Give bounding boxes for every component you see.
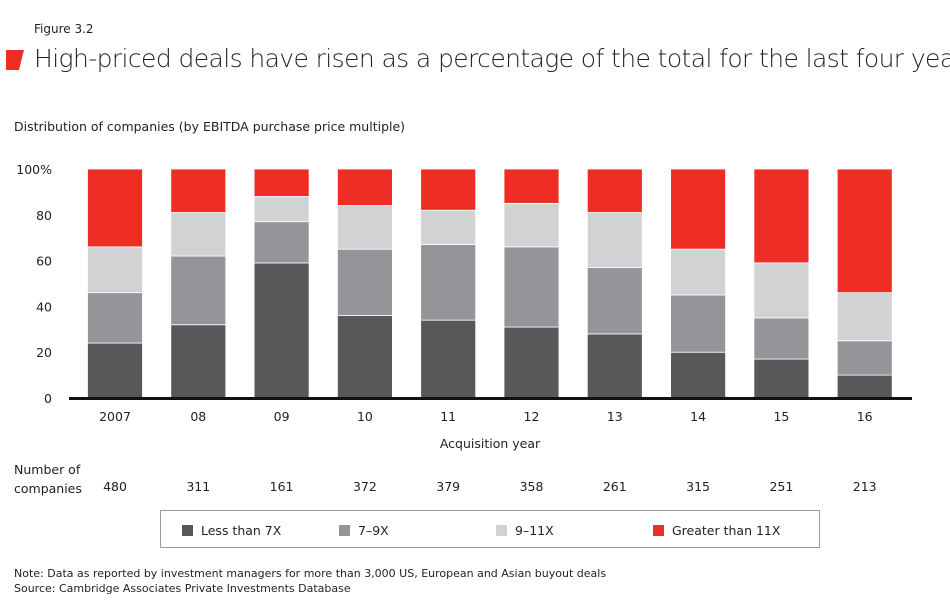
bar-segment-09-1 xyxy=(253,262,310,399)
bar-segment-2007-4 xyxy=(87,168,143,248)
x-tick-label: 12 xyxy=(524,409,540,424)
bar-segment-10-3 xyxy=(336,205,393,250)
bar-segment-08-4 xyxy=(170,168,227,213)
legend-item-greater-than-11x: Greater than 11X xyxy=(653,523,780,538)
company-count: 358 xyxy=(520,479,544,494)
bar-segment-08-2 xyxy=(170,255,227,326)
count-label-line-1: Number of xyxy=(14,462,81,477)
bar-segment-2007-2 xyxy=(87,292,143,344)
bar-segment-12-3 xyxy=(503,202,560,248)
legend-swatch xyxy=(653,525,664,536)
bar-segment-08-1 xyxy=(170,324,227,399)
x-tick-label: 14 xyxy=(690,409,706,424)
bar-segment-11-1 xyxy=(420,319,477,399)
bar-segment-13-1 xyxy=(586,333,643,399)
red-flag-icon xyxy=(6,50,24,70)
company-count: 311 xyxy=(186,479,210,494)
bar-segment-16-1 xyxy=(836,374,893,399)
company-count: 372 xyxy=(353,479,377,494)
y-tick-label: 20 xyxy=(36,345,52,360)
bar-segment-12-1 xyxy=(503,326,560,399)
bar-segment-16-2 xyxy=(836,340,893,376)
bar-segment-10-1 xyxy=(336,315,393,399)
x-tick-label: 08 xyxy=(190,409,206,424)
legend-item-7-9x: 7–9X xyxy=(339,523,389,538)
y-tick-label: 40 xyxy=(36,299,52,314)
x-tick-label: 16 xyxy=(857,409,873,424)
count-row-label: Number of companies xyxy=(14,460,82,498)
bar-segment-2007-3 xyxy=(87,246,143,294)
company-count: 315 xyxy=(686,479,710,494)
bar-segment-08-3 xyxy=(170,212,227,257)
x-tick-label: 15 xyxy=(773,409,789,424)
company-count: 261 xyxy=(603,479,627,494)
figure-label: Figure 3.2 xyxy=(34,22,94,36)
legend-label: Less than 7X xyxy=(201,523,282,538)
legend-label: 9–11X xyxy=(515,523,554,538)
x-tick-label: 13 xyxy=(607,409,623,424)
legend-swatch xyxy=(496,525,507,536)
x-tick-label: 09 xyxy=(274,409,290,424)
company-count: 161 xyxy=(270,479,294,494)
legend: Less than 7X 7–9X 9–11X Greater than 11X xyxy=(160,510,820,548)
legend-label: Greater than 11X xyxy=(672,523,781,538)
bar-segment-09-4 xyxy=(253,168,310,197)
legend-label: 7–9X xyxy=(358,523,389,538)
bar-segment-15-1 xyxy=(753,358,810,399)
bar-segment-10-2 xyxy=(336,248,393,316)
bar-segment-2007-1 xyxy=(87,342,143,399)
bar-segment-15-4 xyxy=(753,168,810,264)
y-tick-label: 80 xyxy=(36,208,52,223)
legend-item-9-11x: 9–11X xyxy=(496,523,554,538)
chart-title: High-priced deals have risen as a percen… xyxy=(34,44,950,73)
note-text: Note: Data as reported by investment man… xyxy=(14,567,607,580)
x-tick-label: 10 xyxy=(357,409,373,424)
bar-segment-16-3 xyxy=(836,292,893,342)
legend-item-less-than-7x: Less than 7X xyxy=(182,523,281,538)
bar-segment-11-2 xyxy=(420,244,477,321)
legend-swatch xyxy=(339,525,350,536)
bar-segment-14-2 xyxy=(670,294,726,353)
x-tick-label: 11 xyxy=(440,409,456,424)
bar-segment-09-2 xyxy=(253,221,310,264)
bar-segment-12-4 xyxy=(503,168,560,204)
bar-segment-14-1 xyxy=(670,351,726,399)
bar-segment-15-3 xyxy=(753,262,810,319)
legend-swatch xyxy=(182,525,193,536)
y-tick-label: 60 xyxy=(36,254,52,269)
x-tick-label: 2007 xyxy=(99,409,131,424)
company-count: 379 xyxy=(436,479,460,494)
footnote: Note: Data as reported by investment man… xyxy=(14,566,606,596)
bar-segment-10-4 xyxy=(336,168,393,207)
company-count: 480 xyxy=(103,479,127,494)
bar-segment-13-3 xyxy=(586,212,643,268)
bar-segment-11-4 xyxy=(420,168,477,211)
bar-segment-13-4 xyxy=(586,168,643,213)
source-text: Source: Cambridge Associates Private Inv… xyxy=(14,582,351,595)
y-tick-label: 0 xyxy=(44,391,52,406)
company-count: 213 xyxy=(853,479,877,494)
y-tick-label: 100% xyxy=(16,162,52,177)
bar-segment-14-4 xyxy=(670,168,726,250)
y-axis-label: Distribution of companies (by EBITDA pur… xyxy=(14,119,406,134)
bar-segment-14-3 xyxy=(670,248,726,296)
count-label-line-2: companies xyxy=(14,481,82,496)
bar-segment-16-4 xyxy=(836,168,893,294)
bar-segment-11-3 xyxy=(420,209,477,245)
x-axis-line xyxy=(69,397,912,400)
bar-segment-12-2 xyxy=(503,246,560,328)
company-count: 251 xyxy=(769,479,793,494)
bar-segment-13-2 xyxy=(586,267,643,335)
bar-segment-15-2 xyxy=(753,317,810,360)
x-axis-label: Acquisition year xyxy=(439,436,541,451)
bar-segment-09-3 xyxy=(253,196,310,223)
